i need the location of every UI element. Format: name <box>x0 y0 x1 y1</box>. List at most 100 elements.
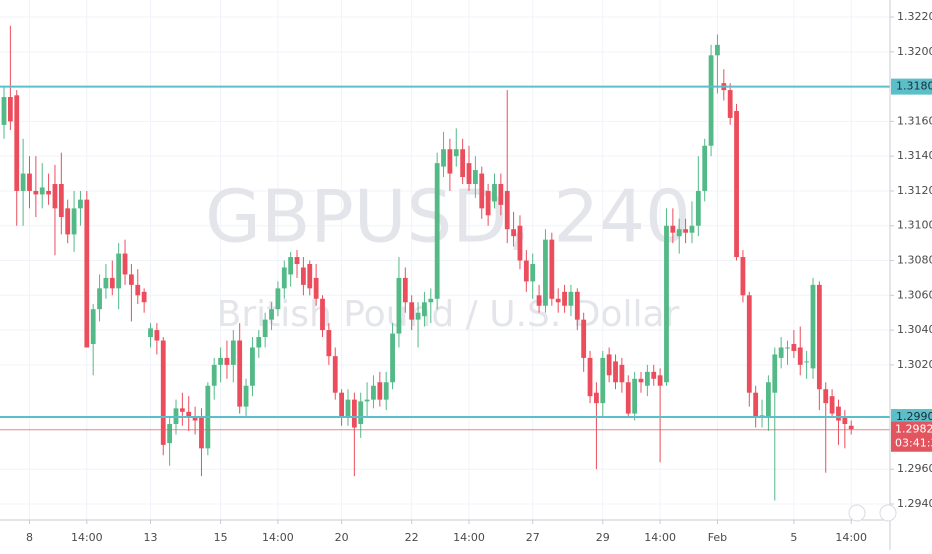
candle-body <box>842 417 848 424</box>
candle-body <box>179 408 185 412</box>
x-tick-label: 5 <box>790 531 797 544</box>
candle-body <box>97 288 102 310</box>
candle-body <box>103 277 109 289</box>
candle-body <box>708 55 714 146</box>
candle-body <box>186 411 192 418</box>
candle-body <box>218 357 223 365</box>
candle-body <box>511 229 516 237</box>
y-tick-label: 1.30200 <box>897 358 932 371</box>
level-label-box <box>891 409 932 426</box>
candle-body <box>339 392 345 418</box>
candle-body <box>683 229 688 233</box>
candle-body <box>702 145 708 191</box>
candle-body <box>275 288 281 310</box>
candle-body <box>90 309 96 344</box>
candle-body <box>326 330 332 357</box>
candle-body <box>676 229 682 237</box>
candle-body <box>428 298 434 303</box>
candle-body <box>600 357 606 404</box>
candle-body <box>332 356 338 393</box>
candle-body <box>78 199 83 209</box>
y-tick-label: 1.31000 <box>897 219 932 232</box>
candle-body <box>351 399 357 428</box>
candle-body <box>543 239 548 306</box>
candle-body <box>224 357 230 365</box>
candle-body <box>199 417 204 449</box>
candle-body <box>453 149 459 157</box>
x-tick-label: 27 <box>526 531 540 544</box>
candle-body <box>485 190 491 216</box>
candle-body <box>638 378 644 383</box>
y-tick-label: 1.31200 <box>897 184 932 197</box>
y-tick-label: 1.29400 <box>897 497 932 510</box>
watermark: GBPUSD, 240 <box>205 175 691 259</box>
candle-body <box>300 267 306 285</box>
candle-body <box>536 295 542 306</box>
candle-body <box>84 199 90 348</box>
candle-body <box>116 253 122 289</box>
candle-body <box>689 225 695 233</box>
candle-body <box>772 354 778 393</box>
level-label: 1.31800 <box>896 80 932 93</box>
candle-body <box>256 337 262 348</box>
candle-body <box>472 170 478 184</box>
candle-body <box>383 382 389 400</box>
candle-body <box>288 257 294 275</box>
candle-body <box>797 347 803 365</box>
candle-body <box>613 361 618 383</box>
candle-body <box>504 190 510 230</box>
candle-body <box>791 344 797 351</box>
candle-body <box>154 330 160 341</box>
candle-body <box>160 340 166 445</box>
candle-body <box>167 424 173 444</box>
candle-body <box>836 406 841 421</box>
candle-body <box>644 371 650 386</box>
candle-body <box>377 382 383 400</box>
candle-body <box>594 392 599 404</box>
last-price-label: 1.29827 <box>895 423 932 436</box>
candle-body <box>211 364 217 386</box>
y-tick-label: 1.29600 <box>897 462 932 475</box>
x-tick-label: 14:00 <box>644 531 676 544</box>
watermark-subtitle: British Pound / U.S. Dollar <box>217 294 680 335</box>
candle-body <box>109 277 115 289</box>
candle-body <box>39 187 45 195</box>
candle-body <box>619 364 625 383</box>
event-icon[interactable] <box>879 504 897 522</box>
candle-body <box>479 173 485 209</box>
candle-body <box>250 347 255 386</box>
candle-body <box>695 190 701 226</box>
candle-body <box>14 95 20 191</box>
candle-body <box>269 309 274 320</box>
candle-body <box>33 190 39 195</box>
candle-body <box>740 257 746 296</box>
event-icon[interactable] <box>848 504 866 522</box>
candle-body <box>294 257 300 264</box>
candle-body <box>148 328 153 338</box>
candle-body <box>447 149 453 174</box>
x-tick-label: 14:00 <box>262 531 294 544</box>
candle-body <box>632 378 638 414</box>
y-tick-label: 1.32000 <box>897 45 932 58</box>
candle-body <box>523 260 529 282</box>
candle-body <box>65 208 71 235</box>
x-tick-label: 29 <box>596 531 610 544</box>
candle-body <box>804 361 810 363</box>
candle-body <box>409 302 415 320</box>
candle-body <box>129 274 134 285</box>
x-tick-label: 14:00 <box>453 531 485 544</box>
candle-body <box>816 284 822 390</box>
x-tick-label: 14:00 <box>71 531 103 544</box>
candle-body <box>422 302 427 317</box>
candle-body <box>141 291 147 303</box>
candle-body <box>281 267 287 289</box>
x-tick-label: 22 <box>405 531 419 544</box>
candle-body <box>492 184 497 202</box>
candle-body <box>192 417 198 421</box>
candle-body <box>313 277 319 299</box>
candle-body <box>52 184 58 209</box>
candle-body <box>135 284 141 296</box>
candle-body <box>823 389 829 404</box>
candle-body <box>766 382 771 418</box>
